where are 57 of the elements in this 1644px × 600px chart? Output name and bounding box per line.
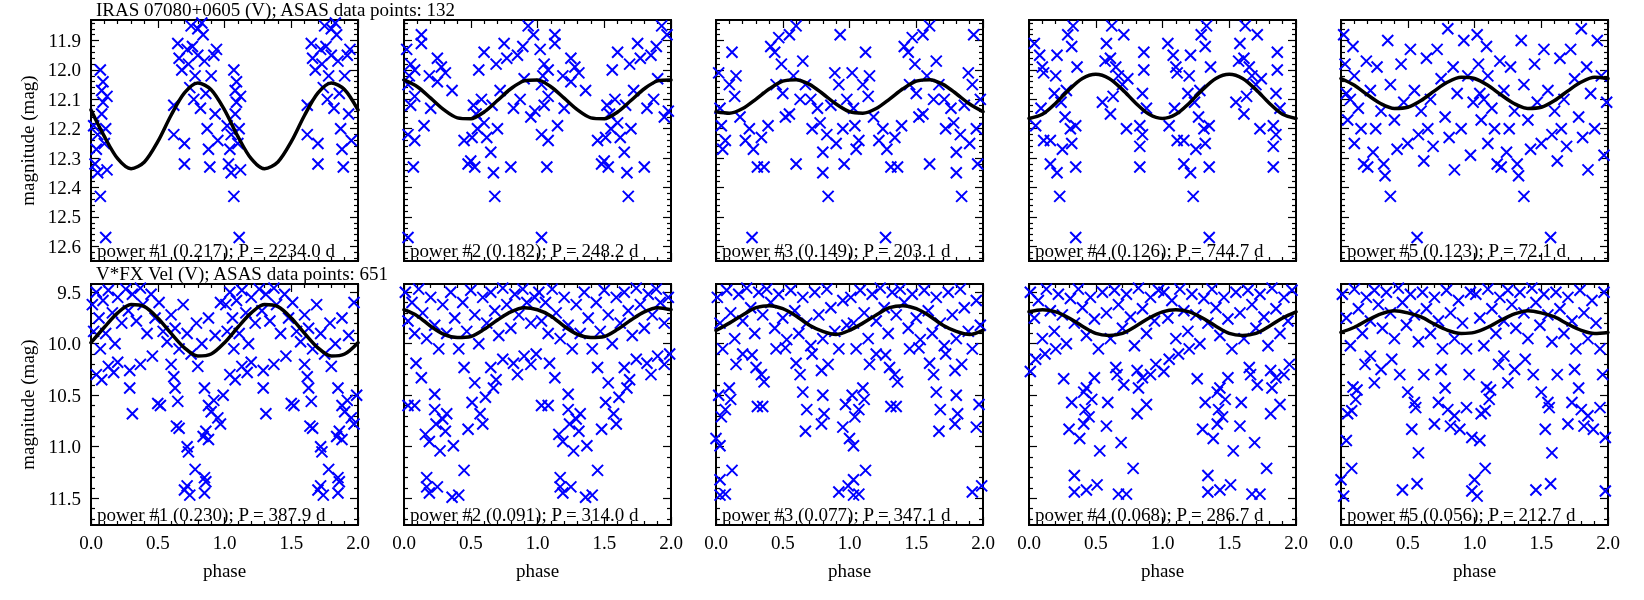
x-tick-label: 0.0: [1017, 532, 1041, 553]
x-axis-title: phase: [1452, 560, 1497, 581]
x-tick-label: 0.5: [1395, 532, 1420, 553]
x-tick-label: 2.0: [971, 532, 995, 553]
y-tick-label: 11.9: [48, 30, 81, 52]
y-tick-label: 10.5: [47, 384, 81, 406]
x-tick-label: 1.0: [1462, 532, 1487, 553]
annotation: power #1 (0.217); P = 2234.0 d: [97, 240, 336, 262]
y-axis-title: magnitude (mag): [16, 339, 39, 470]
y-tick-label: 11.5: [48, 487, 81, 509]
x-tick-label: 2.0: [346, 532, 370, 553]
annotation: power #5 (0.056); P = 212.7 d: [1347, 504, 1576, 526]
x-axis-title: phase: [1140, 560, 1185, 581]
x-tick-label: 1.0: [1150, 532, 1175, 553]
annotation: power #1 (0.230); P = 387.9 d: [97, 504, 326, 526]
annotation: power #4 (0.126); P = 744.7 d: [1035, 240, 1264, 262]
y-tick-label: 12.5: [47, 206, 81, 228]
x-tick-label: 0.5: [145, 532, 170, 553]
x-tick-label: 0.0: [79, 532, 103, 553]
y-tick-label: 10.0: [47, 333, 81, 355]
annotation: power #3 (0.077); P = 347.1 d: [722, 504, 951, 526]
annotation: power #3 (0.149); P = 203.1 d: [722, 240, 951, 262]
y-tick-label: 12.4: [47, 177, 82, 199]
y-tick-label: 9.5: [57, 281, 81, 303]
annotation: power #2 (0.182); P = 248.2 d: [410, 240, 639, 262]
y-tick-label: 12.2: [47, 118, 81, 140]
x-tick-label: 2.0: [1284, 532, 1308, 553]
x-tick-label: 1.5: [1217, 532, 1242, 553]
x-tick-label: 1.0: [837, 532, 862, 553]
x-tick-label: 0.5: [458, 532, 483, 553]
x-tick-label: 1.0: [525, 532, 550, 553]
chart-title: IRAS 07080+0605 (V); ASAS data points: 132: [96, 0, 456, 21]
x-tick-label: 0.0: [392, 532, 416, 553]
y-tick-label: 12.6: [47, 235, 81, 257]
x-axis-title: phase: [515, 560, 560, 581]
x-tick-label: 1.5: [592, 532, 617, 553]
y-tick-label: 12.3: [47, 147, 81, 169]
y-tick-label: 12.1: [47, 88, 81, 110]
y-tick-label: 11.0: [48, 436, 81, 458]
x-tick-label: 1.5: [279, 532, 304, 553]
x-axis-title: phase: [202, 560, 247, 581]
x-tick-label: 0.0: [704, 532, 728, 553]
x-tick-label: 1.0: [212, 532, 237, 553]
x-axis-title: phase: [827, 560, 872, 581]
x-tick-label: 0.5: [770, 532, 795, 553]
y-axis-title: magnitude (mag): [16, 75, 39, 206]
annotation: power #2 (0.091); P = 314.0 d: [410, 504, 639, 526]
annotation: power #4 (0.068); P = 286.7 d: [1035, 504, 1264, 526]
chart-title: V*FX Vel (V); ASAS data points: 651: [96, 263, 389, 285]
x-tick-label: 2.0: [659, 532, 683, 553]
annotation: power #5 (0.123); P = 72.1 d: [1347, 240, 1567, 262]
x-tick-label: 0.5: [1083, 532, 1108, 553]
x-tick-label: 2.0: [1596, 532, 1620, 553]
x-tick-label: 0.0: [1329, 532, 1353, 553]
x-tick-label: 1.5: [904, 532, 929, 553]
x-tick-label: 1.5: [1529, 532, 1554, 553]
y-tick-label: 12.0: [47, 59, 81, 81]
